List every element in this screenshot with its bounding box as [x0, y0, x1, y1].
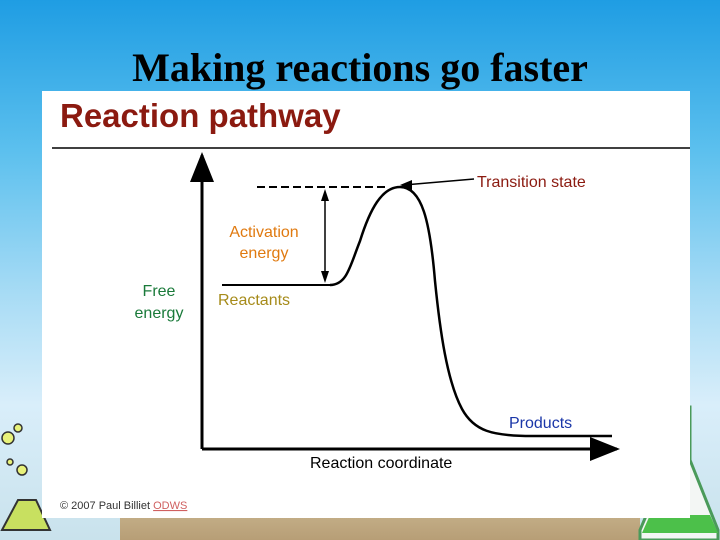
xlabel: Reaction coordinate: [310, 455, 452, 472]
reactants-label: Reactants: [218, 292, 290, 309]
transition-state-label: Transition state: [477, 174, 586, 191]
figure-heading: Reaction pathway: [60, 97, 341, 134]
activation-arrow-head-top: [321, 189, 329, 201]
ylabel-energy: energy: [135, 305, 184, 322]
activation-arrow-head-bottom: [321, 271, 329, 283]
credit-link[interactable]: ODWS: [153, 500, 187, 512]
ylabel-free: Free: [143, 283, 176, 300]
reaction-pathway-curve: [329, 185, 612, 438]
reaction-pathway-figure: Reaction pathway Transition state Activa…: [42, 91, 690, 518]
slide-title: Making reactions go faster: [132, 45, 588, 90]
activation-energy-label-1: Activation: [229, 224, 298, 241]
flask-left-icon: [0, 423, 52, 531]
products-label: Products: [509, 415, 572, 432]
activation-energy-label-2: energy: [240, 245, 289, 262]
transition-pointer-head: [400, 180, 412, 190]
transition-pointer: [403, 178, 475, 186]
credit-text: © 2007 Paul Billiet ODWS: [60, 500, 187, 512]
